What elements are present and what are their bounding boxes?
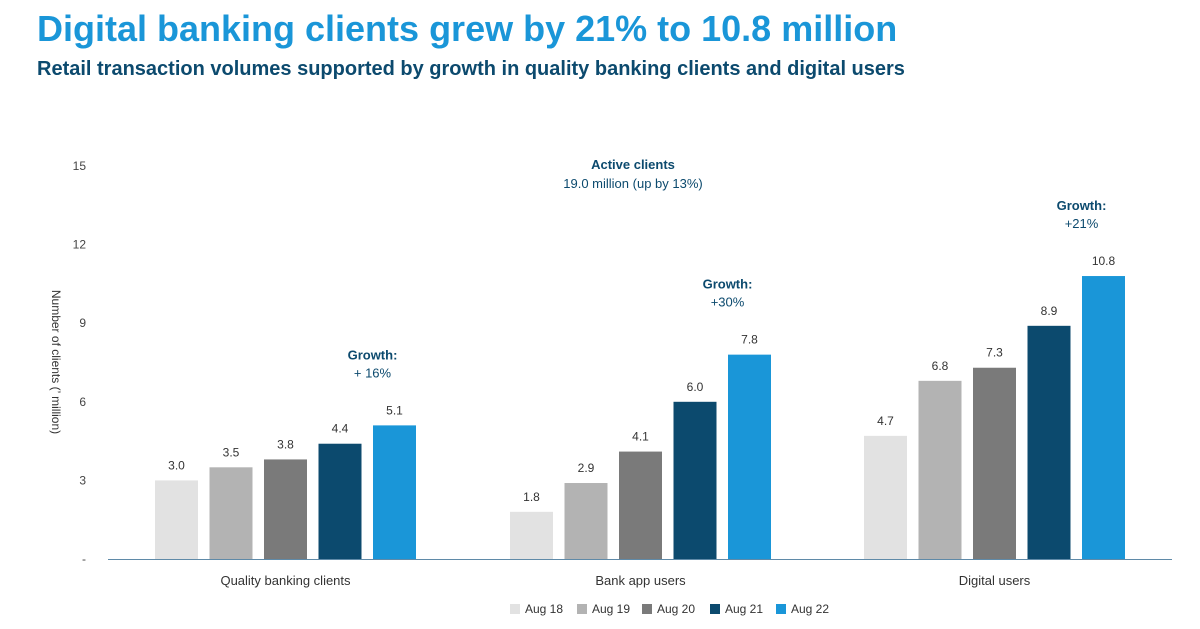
legend-swatch [642,604,652,614]
y-tick-label: 3 [79,473,86,487]
bar-aug-18 [510,511,553,559]
bar-aug-22 [1082,276,1125,559]
data-label: 6.8 [932,359,949,373]
legend-label: Aug 18 [525,602,563,616]
growth-annotation-label: Growth: [703,277,753,292]
legend-swatch [577,604,587,614]
data-label: 2.9 [578,461,595,475]
data-label: 7.3 [986,346,1003,360]
bar-aug-19 [918,380,962,559]
y-tick-label: 12 [73,238,87,252]
bar-aug-19 [209,467,253,559]
data-label: 4.7 [877,414,894,428]
y-tick-label: - [82,552,86,566]
legend-label: Aug 22 [791,602,829,616]
legend-swatch [710,604,720,614]
bar-aug-20 [973,367,1016,559]
y-tick-label: 15 [73,159,87,173]
y-tick-label: 9 [79,316,86,330]
legend-label: Aug 20 [657,602,695,616]
data-label: 10.8 [1092,254,1116,268]
bar-aug-22 [373,425,416,559]
bar-aug-22 [728,354,771,559]
data-label: 3.8 [277,437,294,451]
legend-label: Aug 21 [725,602,763,616]
growth-annotation-value: +30% [711,295,745,310]
bar-aug-18 [155,480,198,559]
bar-aug-21 [318,443,362,559]
bar-aug-20 [264,459,307,559]
bar-aug-18 [864,435,907,559]
bar-aug-21 [1027,325,1071,559]
x-category-label: Bank app users [595,573,686,588]
chart-subtitle: Retail transaction volumes supported by … [37,58,905,80]
x-category-label: Digital users [959,573,1031,588]
bar-aug-21 [673,401,717,559]
bar-aug-19 [564,483,608,559]
data-label: 3.0 [168,458,185,472]
growth-annotation-value: + 16% [354,365,392,380]
legend-swatch [510,604,520,614]
data-label: 5.1 [386,403,403,417]
data-label: 3.5 [223,445,240,459]
data-label: 4.1 [632,430,649,444]
legend-label: Aug 19 [592,602,630,616]
chart-title: Digital banking clients grew by 21% to 1… [37,8,898,49]
active-clients-title: Active clients [591,157,675,172]
x-category-label: Quality banking clients [220,573,351,588]
bar-aug-20 [619,451,662,559]
active-clients-text: 19.0 million (up by 13%) [563,176,702,191]
y-axis-label: Number of clients (’ million) [49,290,63,434]
data-label: 8.9 [1041,304,1058,318]
growth-annotation-label: Growth: [348,347,398,362]
data-label: 1.8 [523,490,540,504]
data-label: 7.8 [741,333,758,347]
data-label: 4.4 [332,422,349,436]
growth-annotation-value: +21% [1065,216,1099,231]
y-tick-label: 6 [79,395,86,409]
legend-swatch [776,604,786,614]
growth-annotation-label: Growth: [1057,198,1107,213]
data-label: 6.0 [687,380,704,394]
